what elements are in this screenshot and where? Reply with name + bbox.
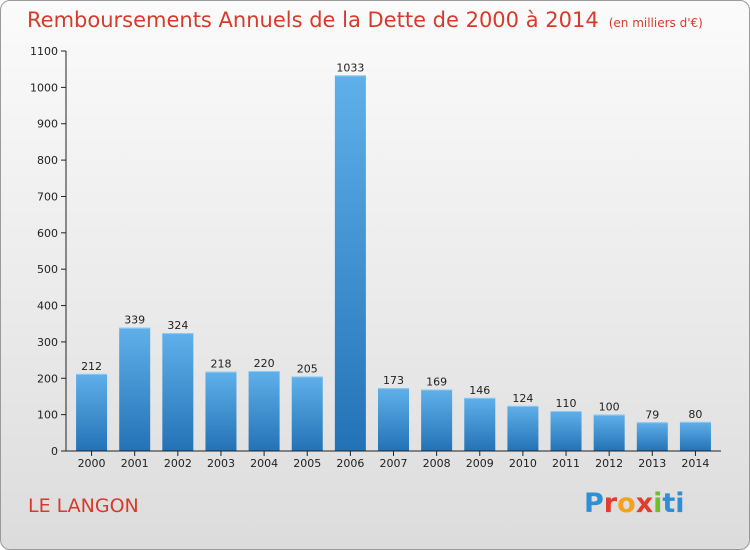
bar-2006 bbox=[334, 75, 366, 451]
y-tick-label: 400 bbox=[37, 300, 58, 313]
x-tick-label-2010: 2010 bbox=[509, 457, 537, 470]
bars-layer: 212 339 324 218 220 205 1033 173 169 146 124 110 100… bbox=[76, 61, 711, 451]
bar-2013 bbox=[636, 422, 668, 451]
town-name: LE LANGON bbox=[28, 495, 139, 517]
bar-2000 bbox=[76, 373, 108, 451]
bar-2009 bbox=[464, 397, 496, 451]
y-tick-label: 500 bbox=[37, 263, 58, 276]
bar-2012 bbox=[593, 414, 625, 451]
value-label-2011: 110 bbox=[556, 397, 577, 410]
value-label-2014: 80 bbox=[688, 408, 702, 421]
bar-2007 bbox=[378, 388, 409, 451]
y-tick-label: 1000 bbox=[30, 81, 58, 94]
bar-2002 bbox=[162, 333, 194, 451]
x-tick-label-2003: 2003 bbox=[207, 457, 235, 470]
value-label-2004: 220 bbox=[254, 357, 275, 370]
bar-2005 bbox=[291, 376, 323, 451]
value-label-2002: 324 bbox=[167, 319, 188, 332]
bar-2011 bbox=[550, 411, 582, 451]
value-label-2006: 1033 bbox=[336, 61, 364, 74]
y-tick-label: 800 bbox=[37, 154, 58, 167]
y-tick-label: 1100 bbox=[30, 45, 58, 58]
x-tick-label-2014: 2014 bbox=[681, 457, 709, 470]
logo-letter: i bbox=[653, 488, 663, 519]
value-label-2012: 100 bbox=[599, 401, 620, 414]
value-label-2008: 169 bbox=[426, 376, 447, 389]
x-tick-label-2000: 2000 bbox=[78, 457, 106, 470]
chart-title-main: Remboursements Annuels de la Dette de 20… bbox=[27, 8, 599, 32]
logo-letter: ti bbox=[662, 488, 685, 519]
y-tick-label: 900 bbox=[37, 118, 58, 131]
chart-title: Remboursements Annuels de la Dette de 20… bbox=[27, 8, 703, 32]
bar-2003 bbox=[205, 371, 237, 451]
proxiti-logo: Proxiti bbox=[584, 488, 685, 519]
y-tick-label: 600 bbox=[37, 227, 58, 240]
value-label-2003: 218 bbox=[210, 358, 231, 371]
logo-letter: P bbox=[584, 488, 604, 519]
bar-2001 bbox=[119, 327, 151, 451]
axes-layer: 0 100 200 300 400 500 600 700 800 900 1000 1100 2000… bbox=[30, 45, 721, 470]
y-tick-label: 300 bbox=[37, 336, 58, 349]
logo-letter: x bbox=[635, 488, 654, 519]
value-label-2001: 339 bbox=[124, 314, 145, 327]
value-label-2013: 79 bbox=[645, 408, 659, 421]
bar-2014 bbox=[679, 421, 711, 451]
x-tick-label-2009: 2009 bbox=[466, 457, 494, 470]
x-tick-label-2002: 2002 bbox=[164, 457, 192, 470]
x-tick-label-2005: 2005 bbox=[293, 457, 321, 470]
value-label-2005: 205 bbox=[297, 362, 318, 375]
bar-2004 bbox=[248, 371, 280, 451]
value-label-2009: 146 bbox=[469, 384, 490, 397]
x-tick-label-2008: 2008 bbox=[423, 457, 451, 470]
x-tick-label-2004: 2004 bbox=[250, 457, 278, 470]
value-label-2010: 124 bbox=[512, 392, 533, 405]
x-tick-label-2011: 2011 bbox=[552, 457, 580, 470]
x-tick-label-2006: 2006 bbox=[336, 457, 364, 470]
value-label-2000: 212 bbox=[81, 360, 102, 373]
value-label-2007: 173 bbox=[383, 374, 404, 387]
y-tick-label: 0 bbox=[51, 445, 58, 458]
y-tick-label: 700 bbox=[37, 190, 58, 203]
y-tick-label: 200 bbox=[37, 372, 58, 385]
logo-letter: o bbox=[617, 488, 636, 519]
chart-title-unit: (en milliers d'€) bbox=[608, 16, 703, 30]
bar-2008 bbox=[421, 389, 453, 451]
x-tick-label-2013: 2013 bbox=[638, 457, 666, 470]
y-tick-label: 100 bbox=[37, 409, 58, 422]
bar-2010 bbox=[507, 405, 539, 451]
x-tick-label-2007: 2007 bbox=[380, 457, 408, 470]
x-tick-label-2001: 2001 bbox=[121, 457, 149, 470]
x-tick-label-2012: 2012 bbox=[595, 457, 623, 470]
logo-letter: r bbox=[603, 488, 618, 519]
